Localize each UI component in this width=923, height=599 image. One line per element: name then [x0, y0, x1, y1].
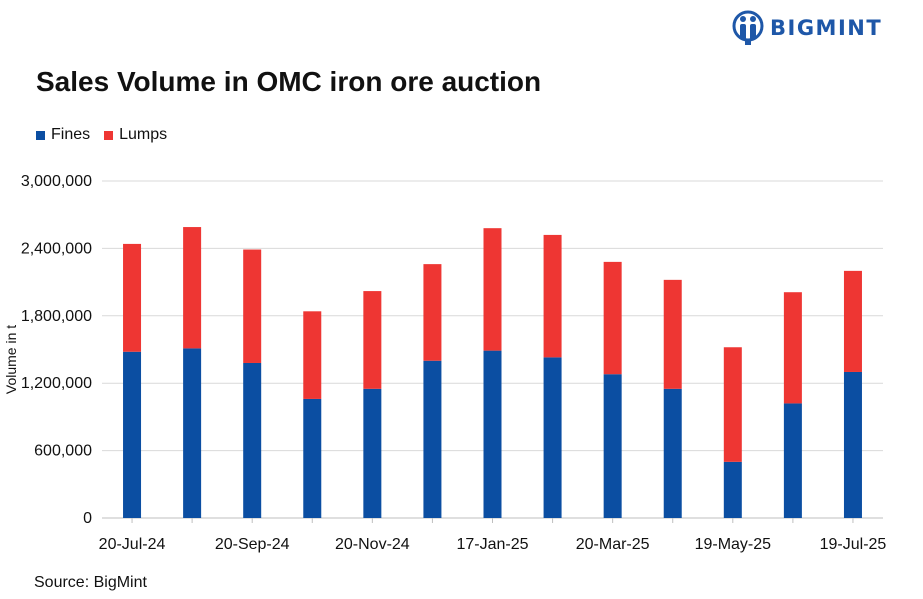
legend-swatch-fines	[36, 130, 45, 140]
y-tick-label: 0	[83, 510, 92, 527]
bigmint-logo-icon	[732, 10, 764, 45]
source-note: Source: BigMint	[34, 574, 147, 591]
bar-lumps	[123, 243, 142, 352]
bar-lumps	[723, 347, 742, 462]
bar-fines	[303, 398, 322, 518]
legend-label-fines: Fines	[51, 126, 91, 143]
bar-lumps	[483, 228, 502, 351]
chart-legend: Fines Lumps	[36, 126, 181, 144]
y-tick-label: 3,000,000	[21, 173, 92, 190]
x-tick-label: 20-Jul-24	[99, 536, 166, 553]
x-tick-label: 19-May-25	[695, 536, 772, 553]
bar-fines	[363, 388, 382, 518]
bar-fines	[483, 350, 502, 518]
chart-title: Sales Volume in OMC iron ore auction	[36, 66, 542, 97]
legend-label-lumps: Lumps	[119, 126, 168, 143]
y-tick-label: 1,200,000	[21, 375, 92, 392]
bar-lumps	[423, 264, 442, 361]
bar-lumps	[183, 227, 202, 349]
legend-swatch-lumps	[104, 130, 114, 140]
x-tick-label: 19-Jul-25	[820, 536, 887, 553]
y-tick-label: 1,800,000	[21, 308, 92, 325]
bar-fines	[783, 403, 802, 518]
x-tick-label: 20-Sep-24	[215, 536, 290, 553]
bar-fines	[123, 351, 142, 518]
bar-fines	[843, 371, 862, 518]
bar-fines	[603, 374, 622, 518]
bar-fines	[543, 357, 562, 518]
bar-fines	[183, 348, 202, 518]
brand-logo: BIGMINT	[732, 10, 882, 46]
bar-lumps	[243, 249, 262, 363]
legend-item-fines: Fines	[36, 126, 90, 144]
legend-item-lumps: Lumps	[104, 126, 167, 144]
bar-lumps	[663, 279, 682, 389]
bar-lumps	[783, 292, 802, 404]
brand-name: BIGMINT	[770, 16, 883, 40]
x-tick-label: 20-Nov-24	[335, 536, 410, 553]
bar-lumps	[843, 270, 862, 372]
y-axis-title: Volume in t	[3, 325, 19, 394]
bar-fines	[723, 461, 742, 518]
x-tick-label: 17-Jan-25	[456, 536, 528, 553]
y-tick-label: 2,400,000	[21, 240, 92, 257]
bar-lumps	[363, 291, 382, 389]
bar-lumps	[543, 234, 562, 358]
bar-lumps	[303, 311, 322, 399]
bar-fines	[423, 360, 442, 518]
y-tick-label: 600,000	[34, 443, 92, 460]
bar-fines	[243, 362, 262, 518]
x-tick-label: 20-Mar-25	[576, 536, 650, 553]
bar-lumps	[603, 261, 622, 375]
bar-fines	[663, 388, 682, 518]
